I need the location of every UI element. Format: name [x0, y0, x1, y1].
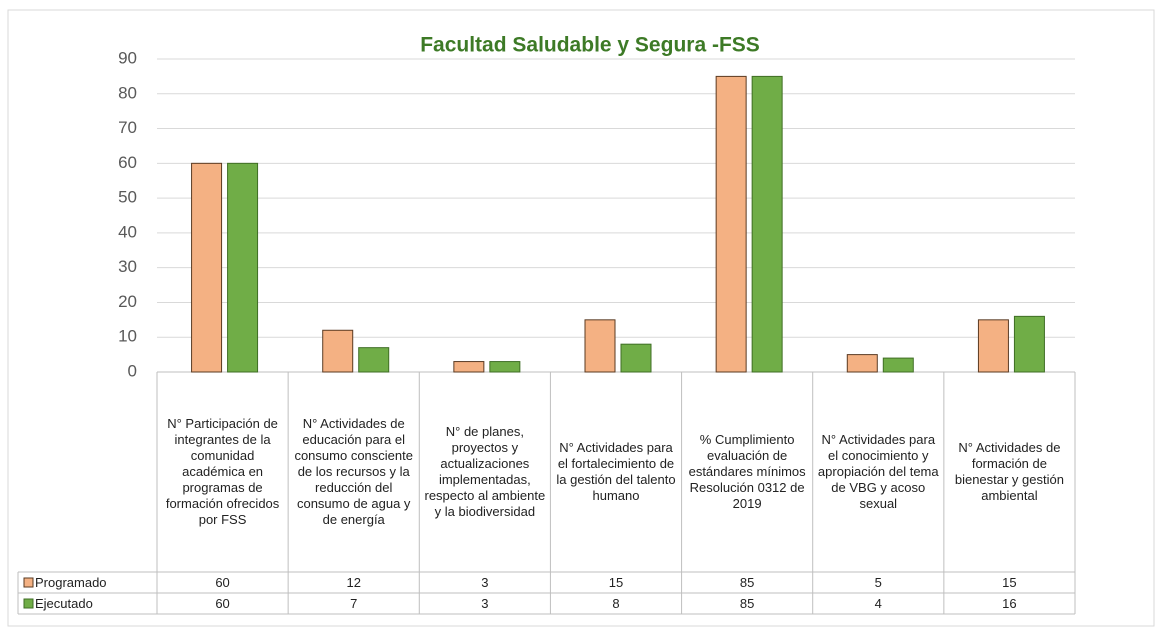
chart-title: Facultad Saludable y Segura -FSS: [420, 34, 760, 57]
category-label: N° Actividades para el conocimiento y ap…: [817, 432, 939, 511]
legend-label: Programado: [35, 575, 107, 590]
table-value: 85: [739, 575, 755, 590]
bar: [358, 347, 390, 373]
legend-key: [23, 598, 34, 609]
bar: [584, 319, 616, 373]
y-tick-label: 60: [118, 153, 137, 172]
table-value: 12: [346, 575, 361, 590]
y-tick-label: 90: [118, 48, 137, 67]
bar: [1013, 315, 1045, 373]
bar: [227, 162, 259, 373]
table-value: 3: [481, 575, 489, 590]
category-label: N° Actividades de educación para el cons…: [294, 416, 413, 527]
category-label: % Cumplimiento evaluación de estándares …: [688, 432, 806, 511]
table-value: 5: [874, 575, 882, 590]
category-label: N° Actividades de formación de bienestar…: [954, 440, 1064, 503]
chart-border: [7, 9, 1155, 627]
table-value: 60: [215, 596, 230, 611]
table-value: 85: [739, 596, 755, 611]
bar: [453, 361, 485, 373]
bar: [846, 354, 878, 373]
table-value: 3: [481, 596, 489, 611]
table-value: 4: [874, 596, 882, 611]
bar: [191, 162, 223, 373]
bar: [322, 329, 354, 373]
table-value: 15: [608, 575, 624, 590]
bar: [620, 343, 652, 373]
y-tick-label: 40: [118, 222, 137, 241]
bar: [715, 75, 747, 373]
bar: [751, 75, 783, 373]
y-tick-label: 10: [118, 327, 137, 346]
y-tick-label: 0: [128, 361, 137, 380]
bar: [977, 319, 1009, 373]
category-label: N° de planes, proyectos y actualizacione…: [424, 424, 546, 519]
category-label: N° Participación de integrantes de la co…: [165, 416, 280, 527]
category-label: N° Actividades para el fortalecimiento d…: [556, 440, 676, 503]
legend-key: [23, 577, 34, 588]
y-tick-label: 50: [118, 188, 137, 207]
y-tick-label: 20: [118, 292, 137, 311]
table-value: 7: [350, 596, 358, 611]
y-tick-label: 70: [118, 118, 137, 137]
legend-label: Ejecutado: [35, 596, 93, 611]
table-value: 60: [215, 575, 230, 590]
bar: [882, 357, 914, 373]
y-tick-label: 30: [118, 257, 137, 276]
bar: [489, 361, 521, 373]
table-value: 15: [1002, 575, 1017, 590]
table-value: 8: [612, 596, 620, 611]
y-tick-label: 80: [118, 83, 137, 102]
table-value: 16: [1002, 596, 1017, 611]
